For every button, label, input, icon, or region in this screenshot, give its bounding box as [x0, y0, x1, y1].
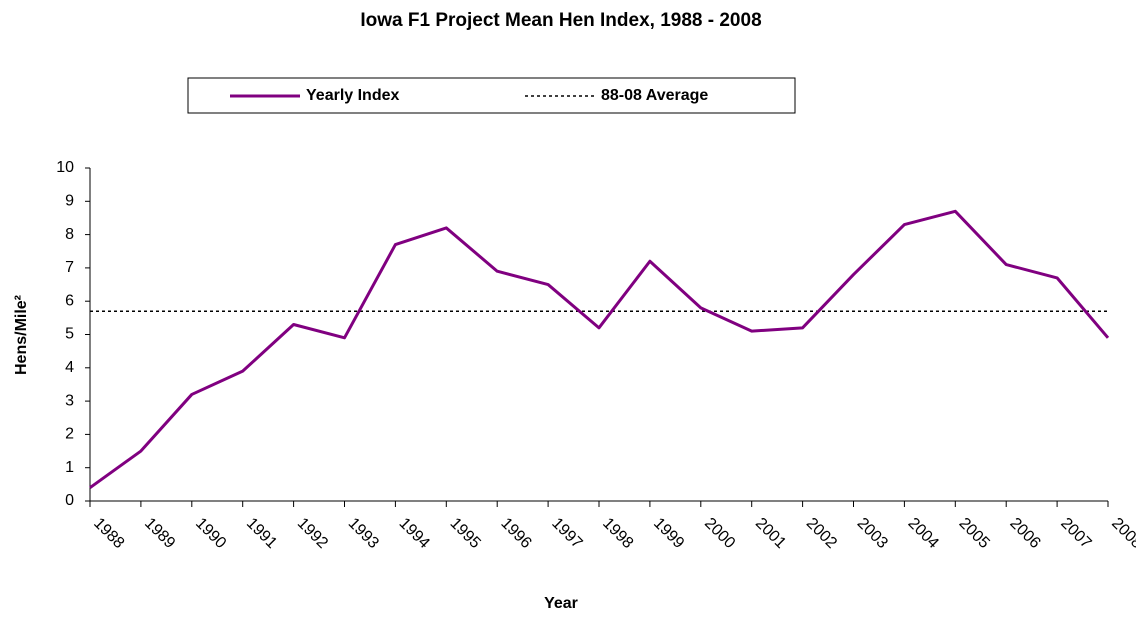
- x-tick-label: 1998: [599, 515, 636, 552]
- x-tick-label: 2001: [752, 515, 789, 552]
- x-tick-label: 1997: [548, 515, 585, 552]
- x-tick-label: 2008: [1108, 515, 1136, 552]
- x-tick-label: 1994: [396, 515, 433, 552]
- y-tick-label: 0: [65, 492, 74, 509]
- x-tick-label: 2007: [1057, 515, 1094, 552]
- x-tick-label: 1993: [345, 515, 382, 552]
- chart-title: Iowa F1 Project Mean Hen Index, 1988 - 2…: [360, 10, 761, 31]
- x-tick-label: 1992: [294, 515, 331, 552]
- y-tick-label: 1: [65, 459, 74, 476]
- x-tick-label: 2000: [701, 515, 738, 552]
- y-tick-label: 5: [65, 326, 74, 343]
- x-tick-label: 1996: [497, 515, 534, 552]
- x-tick-label: 1988: [90, 515, 127, 552]
- y-axis-label: Hens/Mile²: [13, 295, 30, 375]
- x-tick-label: 1989: [141, 515, 178, 552]
- y-tick-label: 6: [65, 292, 74, 309]
- x-tick-label: 1999: [650, 515, 687, 552]
- legend-label: 88-08 Average: [601, 87, 708, 104]
- y-tick-label: 2: [65, 426, 74, 443]
- y-tick-label: 7: [65, 259, 74, 276]
- x-tick-label: 2005: [955, 515, 992, 552]
- x-tick-label: 2006: [1006, 515, 1043, 552]
- x-axis-label: Year: [544, 595, 578, 612]
- x-tick-label: 2004: [905, 515, 942, 552]
- y-tick-label: 10: [56, 159, 74, 176]
- x-tick-label: 2003: [854, 515, 891, 552]
- y-tick-label: 4: [65, 359, 74, 376]
- y-tick-label: 9: [65, 193, 74, 210]
- x-tick-label: 1990: [192, 515, 229, 552]
- x-tick-label: 1991: [243, 515, 280, 552]
- data-line: [89, 209, 1110, 489]
- y-tick-label: 3: [65, 392, 74, 409]
- x-tick-label: 1995: [446, 515, 483, 552]
- legend-label: Yearly Index: [306, 87, 399, 104]
- y-tick-label: 8: [65, 226, 74, 243]
- x-tick-label: 2002: [803, 515, 840, 552]
